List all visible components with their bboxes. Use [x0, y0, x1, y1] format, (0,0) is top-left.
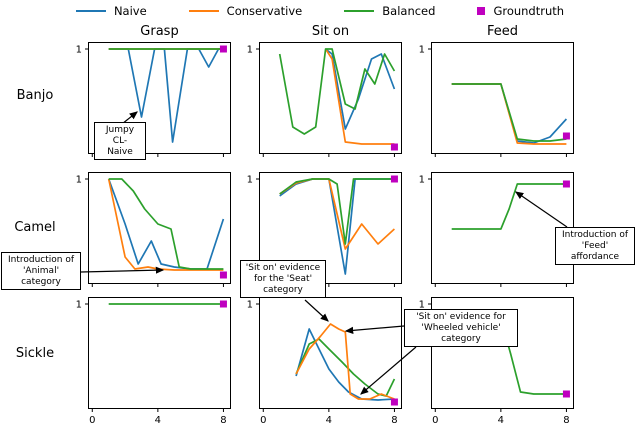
row-label-sickle: Sickle — [15, 346, 55, 361]
conservative-line-swatch — [188, 10, 219, 12]
subplot-banjo-siton: 1 — [247, 42, 402, 157]
column-title-siton: Sit on — [311, 24, 350, 39]
subplot-camel-siton: 1 — [247, 172, 402, 287]
groundtruth-point — [219, 300, 227, 308]
subplot-camel-feed: 1 — [419, 172, 574, 287]
legend-item-balanced: Balanced — [344, 4, 435, 18]
annotation-feed: Introduction of 'Feed' affordance — [555, 227, 635, 266]
legend-label-groundtruth: Groundtruth — [493, 4, 565, 18]
y-tick-label: 1 — [247, 175, 253, 186]
plot-canvas: 1 — [419, 45, 570, 157]
plot-canvas: 1 — [76, 45, 227, 157]
legend: Naive Conservative Balanced Groundtruth — [0, 2, 640, 20]
groundtruth-point — [219, 271, 227, 279]
subplot-sickle-grasp: 1 0 4 8 — [76, 297, 231, 426]
x-tick-label: 0 — [432, 415, 438, 426]
series-conservative — [324, 48, 395, 145]
groundtruth-point — [562, 180, 570, 188]
column-title-grasp: Grasp — [140, 24, 179, 39]
series-balanced — [451, 83, 567, 142]
naive-line-swatch — [75, 10, 106, 12]
legend-item-conservative: Conservative — [188, 4, 303, 18]
row-label-banjo: Banjo — [16, 88, 54, 103]
y-tick-label: 1 — [76, 45, 82, 56]
series-balanced — [278, 48, 396, 135]
legend-label-balanced: Balanced — [382, 4, 436, 18]
series-naive — [107, 178, 225, 270]
legend-item-naive: Naive — [75, 4, 147, 18]
x-tick-label: 8 — [563, 415, 569, 426]
groundtruth-point — [562, 390, 570, 398]
plot-canvas: 1 0 4 8 — [247, 300, 398, 426]
subplot-banjo-feed: 1 — [419, 42, 574, 157]
annotation-wheeled: 'Sit on' evidence for 'Wheeled vehicle' … — [404, 309, 518, 348]
annotation-animal: Introduction of 'Animal' category — [1, 252, 81, 291]
groundtruth-point — [390, 175, 398, 183]
plot-canvas: 1 — [247, 45, 398, 157]
subplot-sickle-siton: 1 0 4 8 — [247, 297, 402, 426]
annotation-jumpy: Jumpy CL- Naive — [94, 122, 146, 161]
plot-canvas: 1 0 4 8 — [76, 300, 227, 426]
y-tick-label: 1 — [76, 300, 82, 311]
series-naive — [295, 328, 395, 401]
subplot-camel-grasp: 1 — [76, 172, 231, 287]
x-tick-label: 0 — [89, 415, 95, 426]
plot-canvas: 1 — [419, 175, 570, 287]
x-tick-label: 4 — [326, 415, 332, 426]
groundtruth-point — [219, 45, 227, 53]
groundtruth-point — [562, 132, 570, 140]
y-tick-label: 1 — [419, 45, 425, 56]
x-tick-label: 4 — [155, 415, 161, 426]
column-title-feed: Feed — [486, 24, 518, 39]
annotation-seat: 'Sit on' evidence for the 'Seat' categor… — [240, 260, 326, 299]
y-tick-label: 1 — [76, 175, 82, 186]
series-balanced — [451, 183, 567, 230]
legend-label-naive: Naive — [113, 4, 147, 18]
legend-item-groundtruth: Groundtruth — [477, 4, 564, 18]
plot-canvas: 1 — [247, 175, 398, 287]
y-tick-label: 1 — [247, 300, 253, 311]
series-naive — [108, 48, 224, 143]
groundtruth-point — [390, 143, 398, 151]
y-tick-label: 1 — [247, 45, 253, 56]
x-tick-label: 8 — [220, 415, 226, 426]
series-balanced — [108, 178, 224, 270]
series-balanced — [279, 178, 395, 245]
x-tick-label: 4 — [498, 415, 504, 426]
legend-label-conservative: Conservative — [226, 4, 303, 18]
balanced-line-swatch — [344, 10, 375, 12]
row-label-camel: Camel — [14, 220, 56, 235]
y-tick-label: 1 — [419, 300, 425, 311]
plot-canvas: 1 — [76, 175, 227, 287]
groundtruth-point — [390, 398, 398, 406]
x-tick-label: 8 — [391, 415, 397, 426]
groundtruth-marker-swatch — [477, 7, 486, 15]
x-tick-label: 0 — [260, 415, 266, 426]
y-tick-label: 1 — [419, 175, 425, 186]
